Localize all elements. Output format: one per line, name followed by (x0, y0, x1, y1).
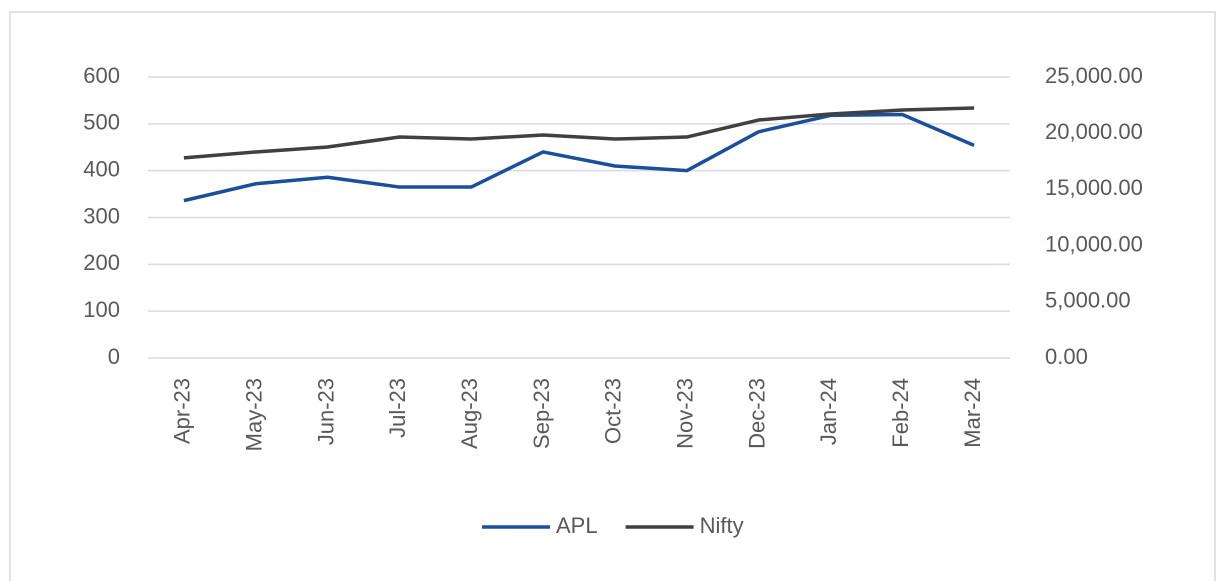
y-tick-label: 200 (83, 250, 120, 275)
x-tick-label: Oct-23 (601, 378, 626, 444)
y-tick-label: 300 (83, 203, 120, 228)
x-tick-label: Mar-24 (960, 378, 985, 448)
x-tick-label: Sep-23 (529, 378, 554, 449)
y2-tick-label: 15,000.00 (1045, 175, 1143, 200)
y2-tick-label: 5,000.00 (1045, 288, 1131, 313)
y-tick-label: 100 (83, 297, 120, 322)
y2-tick-label: 25,000.00 (1045, 63, 1143, 88)
y2-tick-label: 10,000.00 (1045, 231, 1143, 256)
legend-label: Nifty (700, 513, 744, 538)
x-tick-label: Dec-23 (744, 378, 769, 449)
y-tick-label: 500 (83, 110, 120, 135)
x-tick-label: Aug-23 (457, 378, 482, 449)
series-line (183, 106, 975, 160)
chart-border (9, 11, 1216, 581)
x-tick-label: Nov-23 (673, 378, 698, 449)
x-tick-label: Jan-24 (816, 378, 841, 445)
x-tick-label: May-23 (242, 378, 267, 451)
x-tick-label: Jun-23 (313, 378, 338, 445)
x-tick-label: Apr-23 (170, 378, 195, 444)
y2-tick-label: 0.00 (1045, 344, 1088, 369)
y2-tick-label: 20,000.00 (1045, 119, 1143, 144)
y-tick-label: 0 (108, 344, 120, 369)
legend-label: APL (556, 513, 598, 538)
series-line (183, 112, 975, 203)
y-tick-label: 600 (83, 63, 120, 88)
y-tick-label: 400 (83, 156, 120, 181)
x-tick-label: Jul-23 (385, 378, 410, 438)
x-tick-label: Feb-24 (888, 378, 913, 448)
